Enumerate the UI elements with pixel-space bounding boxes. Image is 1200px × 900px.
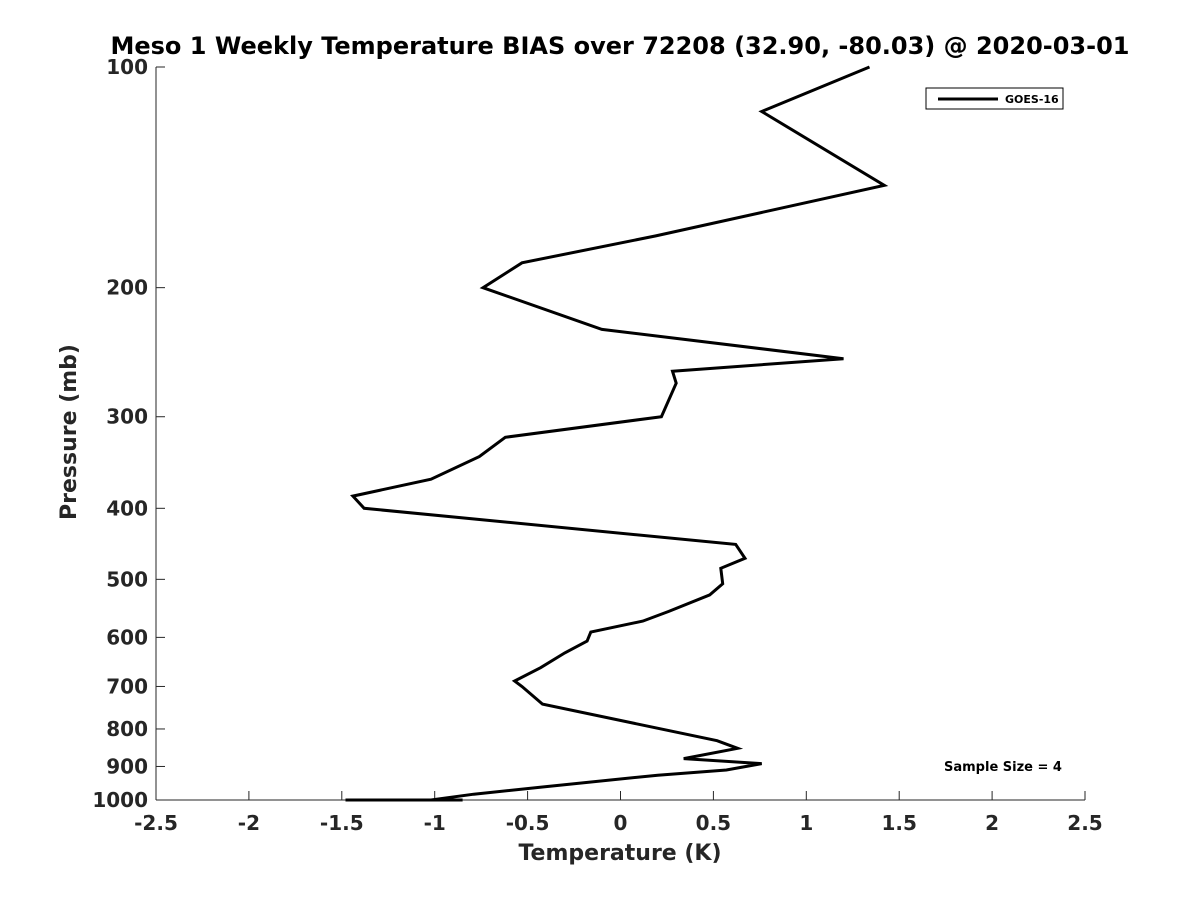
y-tick-label: 400 bbox=[106, 496, 148, 520]
x-tick-label: -0.5 bbox=[506, 811, 550, 835]
y-tick-label: 500 bbox=[106, 567, 148, 591]
x-tick-label: 0 bbox=[614, 811, 628, 835]
x-tick-label: 0.5 bbox=[696, 811, 731, 835]
x-tick-label: -2 bbox=[238, 811, 260, 835]
x-axis: -2.5 -2 -1.5 -1 -0.5 0 0.5 1 1.5 2 2.5 bbox=[134, 791, 1103, 835]
y-axis-label: Pressure (mb) bbox=[57, 344, 82, 520]
y-tick-label: 700 bbox=[106, 674, 148, 698]
y-tick-label: 100 bbox=[106, 55, 148, 79]
x-axis-label: Temperature (K) bbox=[518, 841, 721, 866]
y-tick-label: 800 bbox=[106, 717, 148, 741]
series-line-goes-16 bbox=[345, 65, 889, 802]
y-tick-label: 200 bbox=[106, 276, 148, 300]
x-tick-label: 2 bbox=[985, 811, 999, 835]
legend: GOES-16 bbox=[925, 87, 1064, 110]
y-tick-label: 900 bbox=[106, 754, 148, 778]
y-tick-label: 600 bbox=[106, 625, 148, 649]
y-tick-label: 1000 bbox=[92, 788, 148, 812]
x-tick-label: -1.5 bbox=[320, 811, 364, 835]
sample-size-annotation: Sample Size = 4 bbox=[944, 760, 1062, 775]
x-tick-label: -2.5 bbox=[134, 811, 178, 835]
series-layer bbox=[345, 65, 889, 802]
x-tick-label: 2.5 bbox=[1067, 811, 1102, 835]
plot-area bbox=[155, 67, 1085, 801]
legend-label: GOES-16 bbox=[1005, 93, 1059, 106]
y-tick-label: 300 bbox=[106, 405, 148, 429]
x-tick-label: -1 bbox=[424, 811, 446, 835]
y-axis: 100 200 300 400 500 600 700 800 900 1000 bbox=[92, 55, 165, 812]
chart-title: Meso 1 Weekly Temperature BIAS over 7220… bbox=[110, 32, 1129, 60]
x-tick-label: 1 bbox=[799, 811, 813, 835]
x-tick-label: 1.5 bbox=[881, 811, 916, 835]
